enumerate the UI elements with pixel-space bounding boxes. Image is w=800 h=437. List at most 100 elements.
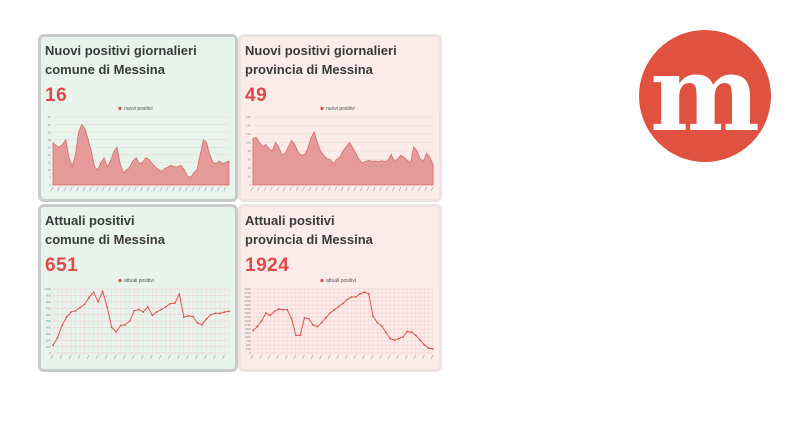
x-tick-mark	[353, 186, 357, 192]
data-point	[191, 315, 194, 318]
x-tick-mark	[59, 354, 63, 360]
x-tick-mark	[347, 186, 350, 192]
legend-swatch	[320, 278, 324, 283]
chart-attuali-provincia: 0250500750100012501500175020002250250027…	[244, 278, 434, 360]
data-point	[307, 317, 310, 320]
x-tick-mark	[133, 186, 137, 192]
data-point	[187, 314, 190, 317]
card-value: 16	[45, 85, 68, 106]
y-tick-label: 40	[48, 123, 52, 127]
data-point	[173, 302, 176, 304]
x-tick-mark	[362, 354, 365, 360]
data-point	[178, 293, 181, 296]
x-tick-mark	[257, 186, 260, 192]
x-tick-mark	[185, 186, 188, 192]
data-point	[402, 336, 404, 338]
x-tick-mark	[259, 354, 262, 360]
x-tick-mark	[77, 354, 81, 360]
x-tick-mark	[334, 186, 337, 192]
x-tick-mark	[159, 186, 163, 192]
card-title: Nuovi positivi giornalieri comune di Mes…	[45, 43, 197, 77]
x-tick-mark	[379, 186, 382, 192]
y-tick-label: 900	[46, 294, 51, 298]
x-tick-mark	[168, 354, 171, 360]
data-point	[83, 303, 86, 306]
data-point	[260, 320, 263, 322]
data-point	[88, 296, 91, 299]
data-point	[372, 315, 374, 318]
y-tick-label: 80	[248, 149, 252, 153]
data-point	[427, 347, 430, 350]
data-point	[329, 312, 332, 314]
x-tick-mark	[101, 186, 105, 192]
x-tick-mark	[104, 354, 108, 360]
data-point	[423, 344, 426, 346]
data-point	[342, 302, 344, 305]
x-tick-mark	[282, 186, 286, 192]
x-tick-mark	[308, 186, 312, 192]
data-point	[363, 291, 366, 294]
x-tick-mark	[293, 354, 297, 360]
data-point	[65, 316, 68, 319]
data-point	[256, 325, 259, 328]
x-tick-mark	[222, 354, 225, 360]
x-tick-mark	[197, 186, 201, 192]
x-tick-mark	[327, 354, 331, 360]
y-tick-label: 3500	[244, 295, 251, 299]
x-tick-mark	[340, 186, 344, 192]
data-point	[164, 306, 167, 308]
y-tick-label: 250	[246, 347, 251, 351]
legend-label: attuali positivi	[326, 278, 356, 284]
y-tick-label: 1000	[244, 335, 251, 339]
data-point	[169, 302, 172, 305]
data-point	[282, 308, 284, 311]
data-point	[155, 311, 158, 313]
legend-label: attuali positivi	[124, 278, 154, 284]
card-value: 651	[45, 255, 79, 276]
x-tick-mark	[387, 354, 391, 360]
x-tick-mark	[295, 186, 299, 192]
x-tick-mark	[131, 354, 135, 360]
x-tick-mark	[424, 186, 427, 192]
data-point	[146, 306, 149, 308]
card-value: 49	[245, 85, 268, 106]
x-tick-mark	[366, 186, 369, 192]
data-point	[128, 320, 131, 322]
legend-label: nuovi positivi	[124, 106, 153, 112]
series-area	[252, 130, 434, 186]
dashboard-panel: 0 5 10 15 20 25 30 35 40 45 nuovi positivi Nuovi p…	[38, 34, 442, 372]
x-tick-mark	[405, 354, 408, 360]
x-tick-mark	[69, 186, 73, 192]
y-tick-label: 20	[248, 175, 252, 179]
x-tick-mark	[113, 354, 117, 360]
legend-swatch	[118, 278, 122, 283]
data-point	[151, 314, 154, 317]
data-point	[92, 291, 95, 294]
x-tick-mark	[411, 186, 414, 192]
logo-circle	[639, 30, 771, 162]
x-tick-mark	[379, 354, 382, 360]
data-point	[61, 324, 63, 327]
data-point	[201, 323, 203, 326]
card-title: Nuovi positivi giornalieri provincia di …	[245, 43, 397, 77]
y-tick-label: 45	[48, 115, 52, 119]
y-tick-label: 700	[46, 306, 51, 310]
messina-m-logo-icon: m	[639, 30, 771, 162]
x-tick-mark	[302, 354, 305, 360]
x-tick-mark	[204, 186, 207, 192]
x-tick-mark	[385, 186, 389, 192]
series-line	[52, 290, 230, 346]
y-tick-label: 4000	[244, 287, 251, 291]
y-tick-label: 800	[46, 300, 51, 304]
chart-nuovi-provincia: 0 20 40 60 80 100 120 140 160 nuovi positivi	[246, 106, 434, 192]
x-tick-mark	[250, 354, 254, 360]
data-point	[380, 324, 383, 327]
data-point	[252, 329, 254, 332]
data-point	[393, 339, 396, 342]
chart-nuovi-comune: 0 5 10 15 20 25 30 35 40 45 nuovi positivi	[48, 106, 230, 192]
data-point	[119, 324, 122, 327]
x-tick-mark	[86, 354, 90, 360]
y-tick-label: 600	[46, 313, 51, 317]
x-tick-mark	[153, 186, 156, 192]
data-point	[359, 292, 362, 295]
